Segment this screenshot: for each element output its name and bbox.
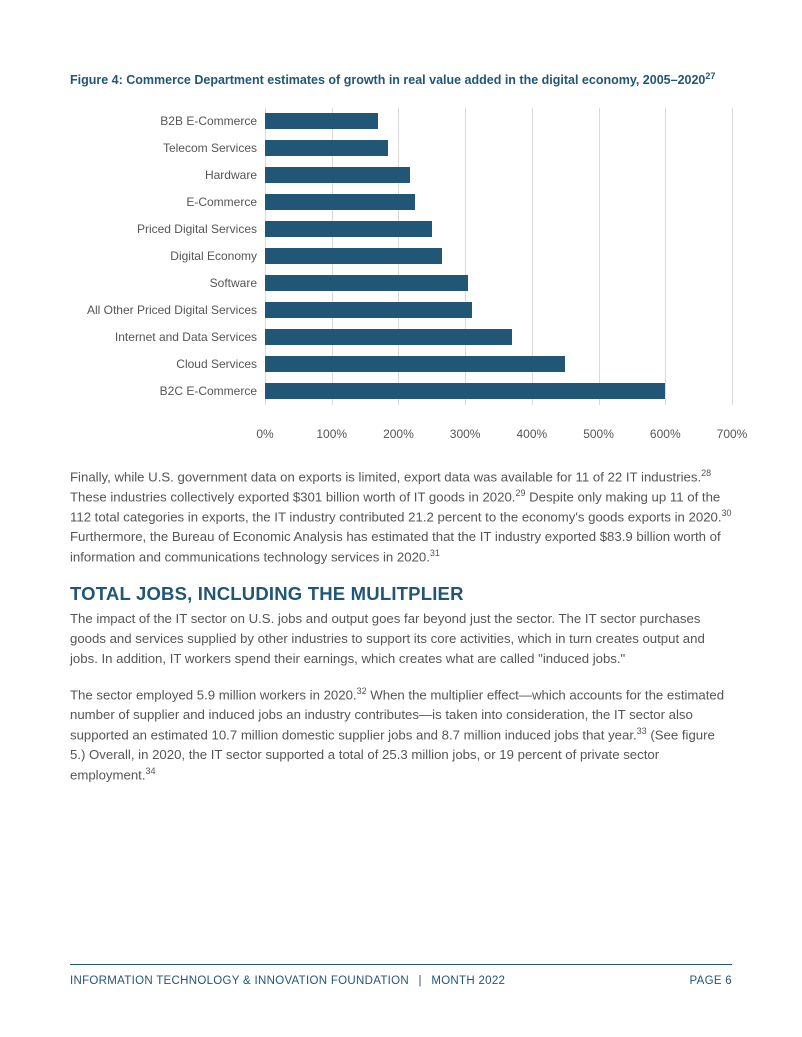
figure-title-sup: 27 (705, 71, 715, 81)
chart-label: Telecom Services (70, 135, 257, 162)
footer-separator: | (419, 975, 422, 987)
bar-row (265, 297, 732, 324)
bar-row (265, 162, 732, 189)
chart-plot-area (265, 108, 732, 405)
footer-page: PAGE 6 (690, 975, 733, 987)
bar-row (265, 270, 732, 297)
bar (265, 140, 388, 156)
bar-row (265, 324, 732, 351)
chart-label: Priced Digital Services (70, 216, 257, 243)
bar (265, 275, 468, 291)
p1-b: These industries collectively exported $… (70, 489, 515, 504)
bar (265, 356, 565, 372)
footnote-30: 30 (722, 508, 732, 518)
chart-label: Cloud Services (70, 351, 257, 378)
footnote-28: 28 (701, 468, 711, 478)
chart-label: Software (70, 270, 257, 297)
footnote-29: 29 (515, 488, 525, 498)
axis-tick: 400% (516, 427, 547, 441)
paragraph-jobs-intro: The impact of the IT sector on U.S. jobs… (70, 609, 732, 668)
chart-bars (265, 108, 732, 405)
axis-tick: 500% (583, 427, 614, 441)
bar-row (265, 189, 732, 216)
section-heading-total-jobs: TOTAL JOBS, INCLUDING THE MULITPLIER (70, 583, 732, 605)
bar (265, 221, 432, 237)
footer-left: INFORMATION TECHNOLOGY & INNOVATION FOUN… (70, 975, 505, 987)
chart-label: Digital Economy (70, 243, 257, 270)
chart-x-axis: 0%100%200%300%400%500%600%700% (70, 427, 732, 445)
axis-tick: 100% (316, 427, 347, 441)
bar-row (265, 378, 732, 405)
bar-row (265, 243, 732, 270)
chart-label: All Other Priced Digital Services (70, 297, 257, 324)
axis-tick: 300% (450, 427, 481, 441)
bar (265, 167, 410, 183)
axis-tick: 600% (650, 427, 681, 441)
footnote-34: 34 (146, 766, 156, 776)
bar (265, 302, 472, 318)
bar-row (265, 135, 732, 162)
figure-4-chart: B2B E-CommerceTelecom ServicesHardwareE-… (70, 108, 732, 405)
paragraph-jobs-numbers: The sector employed 5.9 million workers … (70, 685, 732, 785)
footnote-33: 33 (637, 726, 647, 736)
footnote-31: 31 (430, 548, 440, 558)
figure-title-text: Figure 4: Commerce Department estimates … (70, 73, 705, 87)
bar-row (265, 351, 732, 378)
p1-d: Furthermore, the Bureau of Economic Anal… (70, 529, 721, 564)
axis-ticks: 0%100%200%300%400%500%600%700% (265, 427, 732, 445)
bar (265, 248, 442, 264)
figure-title: Figure 4: Commerce Department estimates … (70, 70, 732, 90)
p1-a: Finally, while U.S. government data on e… (70, 469, 701, 484)
paragraph-exports: Finally, while U.S. government data on e… (70, 467, 732, 568)
page-footer: INFORMATION TECHNOLOGY & INNOVATION FOUN… (70, 964, 732, 987)
bar (265, 383, 665, 399)
bar (265, 113, 378, 129)
p3-a: The sector employed 5.9 million workers … (70, 687, 357, 702)
chart-label: Hardware (70, 162, 257, 189)
footnote-32: 32 (357, 686, 367, 696)
chart-label: B2B E-Commerce (70, 108, 257, 135)
chart-label: Internet and Data Services (70, 324, 257, 351)
gridline (732, 108, 733, 405)
bar (265, 329, 512, 345)
footer-org: INFORMATION TECHNOLOGY & INNOVATION FOUN… (70, 975, 409, 987)
chart-y-labels: B2B E-CommerceTelecom ServicesHardwareE-… (70, 108, 265, 405)
bar-row (265, 108, 732, 135)
footer-date: MONTH 2022 (431, 975, 505, 987)
bar (265, 194, 415, 210)
chart-label: B2C E-Commerce (70, 378, 257, 405)
axis-spacer (70, 427, 265, 445)
chart-label: E-Commerce (70, 189, 257, 216)
axis-tick: 700% (717, 427, 748, 441)
axis-tick: 0% (256, 427, 273, 441)
axis-tick: 200% (383, 427, 414, 441)
bar-row (265, 216, 732, 243)
